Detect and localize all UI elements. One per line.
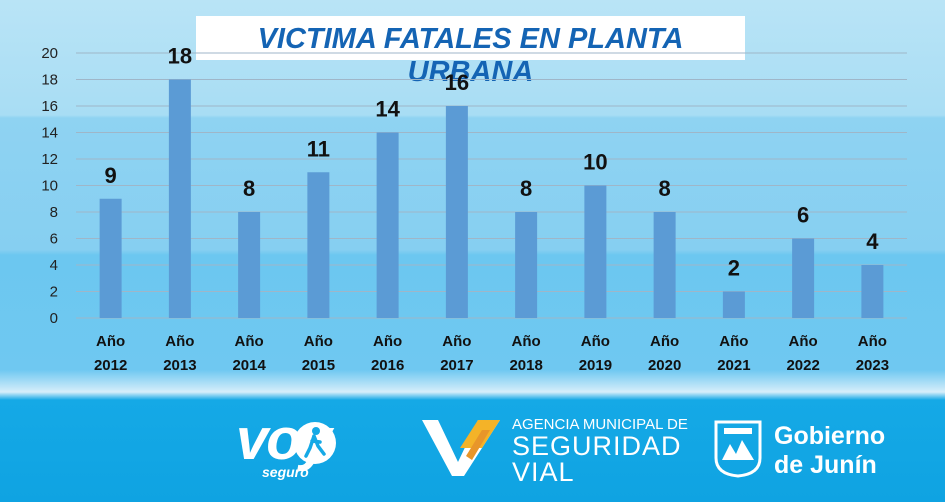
x-tick-label: 2023	[856, 357, 889, 374]
data-label: 8	[520, 176, 532, 201]
bar	[238, 212, 261, 318]
x-tick-label: 2019	[579, 357, 612, 374]
y-tick-label: 8	[50, 204, 58, 221]
x-tick-label: 2020	[648, 357, 681, 374]
x-tick-label: Año	[512, 333, 541, 350]
x-tick-label: Año	[304, 333, 333, 350]
bar	[861, 265, 884, 318]
x-tick-label: Año	[373, 333, 402, 350]
chart-title: VICTIMA FATALES EN PLANTA URBANA	[257, 23, 684, 88]
bar	[168, 79, 191, 318]
data-label: 4	[866, 229, 879, 254]
data-label: 16	[445, 70, 469, 95]
data-label: 18	[168, 44, 192, 69]
data-label: 10	[583, 150, 607, 175]
junin-line-2: de Junín	[774, 451, 877, 479]
x-tick-label: 2013	[163, 357, 196, 374]
x-tick-label: 2018	[509, 357, 542, 374]
y-tick-label: 10	[41, 178, 58, 195]
bar-chart: 0 2 4 6 8 10 12 14 16 18 20 9 Año 2012 18 Año 2013 8 Año 20…	[41, 44, 907, 374]
bar	[584, 185, 607, 318]
x-tick-label: Año	[96, 333, 125, 350]
y-tick-label: 14	[41, 125, 58, 142]
y-tick-label: 18	[41, 72, 58, 89]
data-label: 14	[375, 97, 400, 122]
voy-sub-text: seguro	[262, 464, 309, 480]
y-tick-label: 20	[41, 45, 58, 62]
data-label: 2	[728, 256, 740, 281]
y-tick-label: 16	[41, 98, 58, 115]
junin-shield-icon	[714, 420, 762, 478]
bar	[445, 106, 468, 318]
voy-seguro-logo: voy seguro	[236, 407, 406, 486]
x-tick-label: Año	[650, 333, 679, 350]
data-label: 6	[797, 203, 809, 228]
asv-line-1: AGENCIA MUNICIPAL DE	[512, 416, 688, 433]
x-tick-label: Año	[581, 333, 610, 350]
pedestrian-icon	[294, 422, 336, 464]
x-tick-label: 2021	[717, 357, 750, 374]
asv-line-2: SEGURIDAD	[512, 431, 682, 461]
x-tick-label: 2014	[232, 357, 266, 374]
x-tick-label: 2017	[440, 357, 473, 374]
data-label: 9	[105, 163, 117, 188]
bar	[515, 212, 538, 318]
y-tick-label: 12	[41, 151, 58, 168]
y-tick-label: 6	[50, 231, 58, 248]
x-tick-label: Año	[858, 333, 887, 350]
data-label: 11	[307, 136, 330, 161]
y-tick-label: 4	[50, 257, 58, 274]
bar	[376, 132, 399, 318]
footer-logos: voy seguro AGENCIA MUNICIPAL DE SEGURIDA…	[0, 400, 945, 502]
data-label: 8	[243, 176, 255, 201]
x-tick-label: Año	[235, 333, 264, 350]
y-tick-label: 2	[50, 284, 58, 301]
x-tick-label: 2022	[786, 357, 819, 374]
x-tick-label: Año	[165, 333, 194, 350]
gobierno-de-junin-logo: Gobierno de Junín	[712, 418, 912, 482]
x-tick-label: Año	[719, 333, 748, 350]
y-tick-label: 0	[50, 310, 58, 327]
x-tick-label: 2012	[94, 357, 127, 374]
bar	[99, 198, 122, 318]
x-tick-label: Año	[789, 333, 818, 350]
x-tick-label: 2016	[371, 357, 404, 374]
bar	[792, 238, 815, 318]
bar	[653, 212, 676, 318]
asv-chevron-icon	[422, 420, 500, 476]
x-tick-label: 2015	[302, 357, 335, 374]
bar	[722, 291, 745, 318]
agencia-seguridad-vial-logo: AGENCIA MUNICIPAL DE SEGURIDAD VIAL	[420, 414, 690, 487]
junin-line-1: Gobierno	[774, 422, 886, 450]
bar	[307, 172, 330, 318]
asv-line-3: VIAL	[512, 457, 575, 487]
data-label: 8	[659, 176, 671, 201]
x-tick-label: Año	[442, 333, 471, 350]
